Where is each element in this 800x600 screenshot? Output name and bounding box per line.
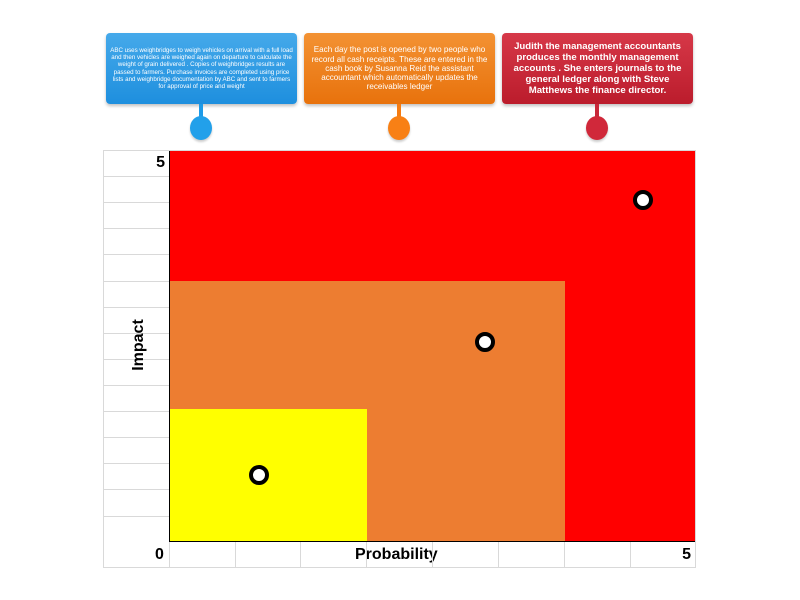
plot-area bbox=[169, 150, 696, 542]
callout-management-accounts: Judith the management accountants produc… bbox=[502, 33, 693, 104]
callout-cash-receipts: Each day the post is opened by two peopl… bbox=[304, 33, 495, 104]
callout-stem bbox=[199, 104, 203, 118]
x-tick-min: 0 bbox=[155, 546, 164, 563]
pin-icon-orange bbox=[388, 116, 410, 140]
risk-point-weighbridge[interactable] bbox=[249, 465, 269, 485]
y-axis-label-column: 5 Impact bbox=[103, 150, 169, 542]
pin-icon-red bbox=[586, 116, 608, 140]
callout-text: ABC uses weighbridges to weigh vehicles … bbox=[110, 47, 293, 90]
callout-text: Each day the post is opened by two peopl… bbox=[311, 45, 488, 92]
callout-text: Judith the management accountants produc… bbox=[513, 40, 682, 97]
x-axis-title: Probability bbox=[355, 546, 438, 563]
callout-stem bbox=[595, 104, 599, 118]
risk-point-cash-receipts[interactable] bbox=[475, 332, 495, 352]
x-axis-row: 0 Probability 5 bbox=[103, 542, 696, 568]
risk-matrix: 5 Impact 0 Probability 5 bbox=[103, 150, 696, 568]
pin-icon-blue bbox=[190, 116, 212, 140]
callout-stem bbox=[397, 104, 401, 118]
risk-point-management-accounts[interactable] bbox=[633, 190, 653, 210]
y-tick-max: 5 bbox=[156, 154, 165, 171]
x-tick-max: 5 bbox=[682, 546, 691, 563]
callout-weighbridge: ABC uses weighbridges to weigh vehicles … bbox=[106, 33, 297, 104]
y-axis-title: Impact bbox=[130, 319, 147, 371]
